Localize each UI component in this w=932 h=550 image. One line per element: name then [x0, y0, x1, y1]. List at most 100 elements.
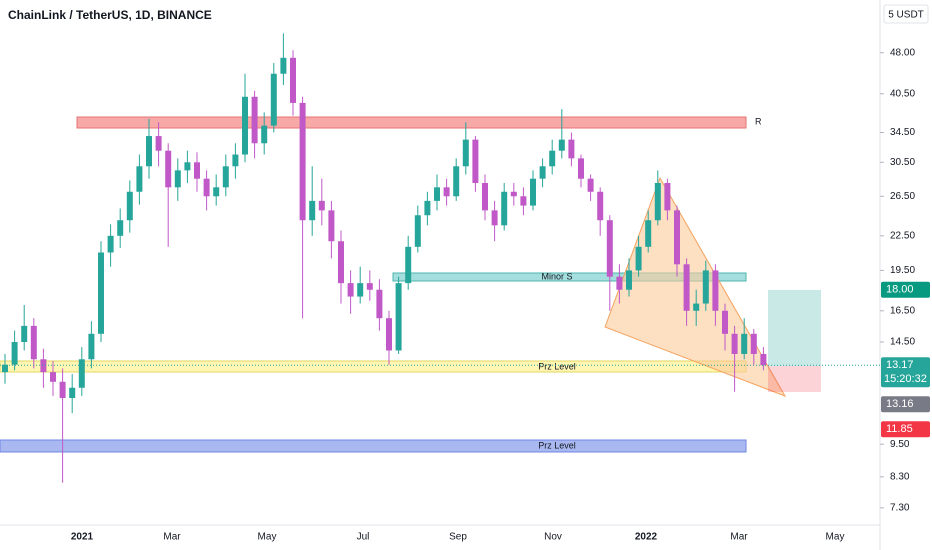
y-tick-label: 9.50: [890, 439, 910, 450]
x-tick-label: May: [258, 532, 277, 543]
candle-body: [69, 387, 76, 399]
candle-body: [414, 215, 421, 247]
candle-body: [654, 182, 661, 221]
currency-box: [883, 4, 929, 24]
candle-body: [453, 166, 460, 197]
resistance-zone: [76, 116, 747, 129]
y-tick-label: 48.00: [890, 47, 915, 58]
y-tick-label: 16.50: [890, 305, 915, 316]
y-tick-label: 7.30: [890, 502, 910, 513]
candle-body: [731, 333, 738, 354]
candle-body: [443, 187, 450, 197]
candle-body: [107, 235, 114, 253]
y-tick-label: 14.50: [890, 337, 915, 348]
candle-body: [683, 264, 690, 311]
candle-body: [222, 166, 229, 188]
candle-body: [664, 182, 671, 211]
price-tag-label: 11.85: [886, 423, 913, 435]
candle-body: [328, 210, 335, 242]
y-tick-label: 26.50: [890, 191, 915, 202]
y-tick-label: 22.50: [890, 230, 915, 241]
candle-body: [741, 333, 748, 354]
price-tag-label: 13.17: [886, 359, 914, 371]
candle-body: [578, 158, 584, 179]
candle-body: [482, 182, 488, 211]
candle-body: [98, 252, 104, 334]
candle-body: [462, 139, 469, 167]
candle-body: [357, 283, 364, 297]
candle-body: [530, 178, 536, 206]
candle-body: [213, 187, 220, 197]
candle-body: [597, 191, 604, 221]
candle-body: [405, 246, 412, 284]
price-tag: [881, 421, 930, 438]
zone-label: Prz Level: [538, 361, 576, 371]
chart-title: ChainLink / TetherUS, 1D, BINANCE: [8, 8, 212, 22]
x-tick-label: May: [826, 532, 845, 543]
candles: [2, 33, 767, 483]
x-tick-label: Mar: [163, 532, 181, 543]
candle-body: [136, 166, 143, 192]
candle-body: [299, 102, 306, 221]
candle-body: [645, 220, 652, 247]
candle-body: [434, 187, 440, 201]
candle-body: [146, 136, 152, 167]
candle-body: [11, 342, 18, 365]
y-tick-label: 40.50: [890, 88, 915, 99]
candle-body: [558, 139, 565, 151]
candle-body: [184, 162, 191, 171]
candle-body: [510, 191, 517, 197]
candle-body: [50, 372, 56, 382]
candle-body: [549, 150, 556, 167]
x-tick-label: Nov: [544, 532, 562, 543]
candle-body: [126, 191, 133, 221]
candle-body: [280, 57, 287, 74]
price-tag: [881, 357, 930, 388]
y-tick-label: 19.50: [890, 265, 915, 276]
candle-body: [501, 191, 508, 226]
candle-body: [424, 200, 431, 216]
candle-body: [750, 333, 757, 354]
candle-body: [376, 289, 383, 319]
candle-body: [386, 318, 392, 351]
candle-body: [203, 178, 210, 197]
candle-body: [2, 364, 8, 373]
countdown: 15:20:32: [884, 373, 927, 385]
x-tick-label: 2022: [635, 532, 658, 543]
candle-body: [165, 150, 172, 188]
candle-body: [395, 283, 402, 351]
x-tick-label: Jul: [357, 532, 370, 543]
price-tag: [881, 281, 930, 298]
candle-body: [242, 96, 248, 155]
candle-body: [155, 136, 162, 151]
stop-box: [768, 366, 821, 392]
candle-body: [174, 170, 181, 188]
prz-zone: [0, 360, 747, 373]
y-tick-label: 34.50: [890, 127, 915, 138]
x-tick-label: 2021: [71, 532, 94, 543]
candle-body: [338, 241, 344, 284]
price-tag-label: 18.00: [886, 284, 914, 296]
candle-body: [261, 125, 268, 144]
candle-body: [88, 333, 95, 360]
candle-body: [722, 310, 728, 334]
candle-body: [693, 303, 700, 311]
candle-body: [21, 325, 28, 343]
x-tick-label: Sep: [449, 532, 467, 543]
price-tag-label: 13.16: [886, 398, 914, 410]
candle-body: [616, 276, 623, 290]
candle-body: [59, 381, 66, 399]
candle-body: [347, 283, 354, 297]
candle-body: [539, 166, 546, 179]
candle-body: [232, 154, 239, 167]
candle-body: [587, 178, 594, 192]
candle-body: [78, 359, 85, 388]
candle-body: [40, 359, 47, 373]
candle-body: [30, 325, 37, 360]
candle-body: [309, 200, 316, 221]
candle-body: [491, 210, 498, 226]
y-tick-label: 30.50: [890, 157, 915, 168]
support-zone: [392, 272, 747, 282]
currency-label: 5 USDT: [888, 10, 924, 21]
